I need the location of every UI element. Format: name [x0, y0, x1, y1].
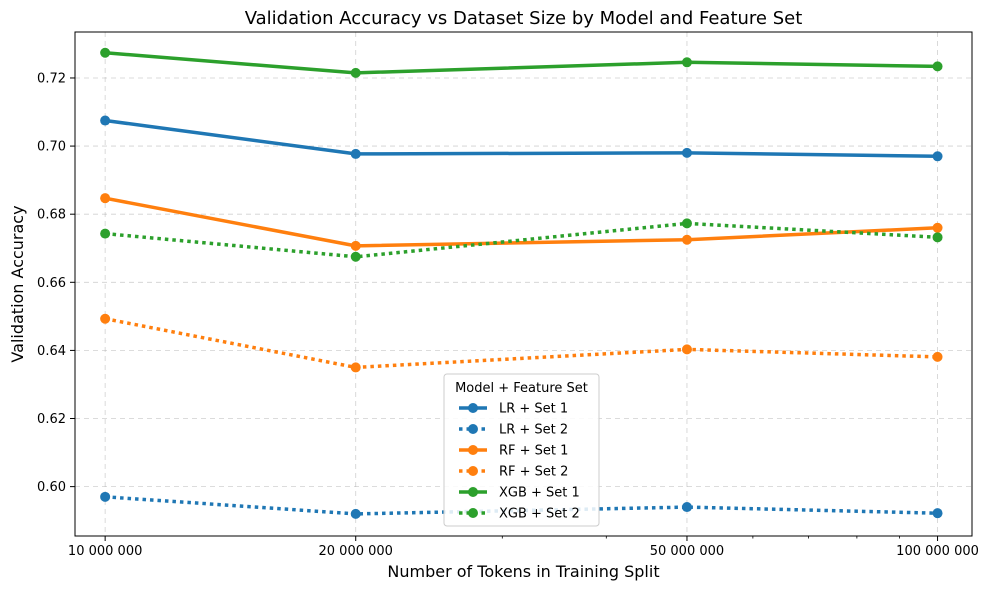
plot-frame — [74, 31, 973, 537]
data-point — [350, 67, 361, 78]
chart-title: Validation Accuracy vs Dataset Size by M… — [245, 8, 803, 29]
data-point — [932, 151, 943, 162]
legend-item: XGB + Set 1 — [459, 486, 580, 501]
y-tick-label: 0.70 — [37, 140, 66, 155]
legend-item: RF + Set 2 — [459, 465, 568, 480]
legend-marker — [468, 424, 478, 434]
legend-label: XGB + Set 1 — [499, 486, 580, 501]
x-tick-label: 10 000 000 — [68, 544, 142, 559]
ticks-layer: 0.60 0.62 0.64 0.66 0.68 0.70 0.72 10 000 000 20… — [37, 71, 979, 559]
legend-item: LR + Set 2 — [459, 423, 568, 438]
data-point — [350, 251, 361, 262]
series-line — [103, 196, 940, 248]
series-line — [104, 316, 938, 370]
legend-label: RF + Set 2 — [499, 465, 568, 480]
data-point — [681, 234, 692, 245]
y-tick-label: 0.72 — [37, 71, 66, 86]
legend-marker — [468, 487, 478, 497]
y-tick-label: 0.66 — [37, 276, 66, 291]
series-line — [104, 495, 938, 516]
data-point — [350, 362, 361, 373]
data-point — [932, 222, 943, 233]
legend-marker — [468, 445, 478, 455]
y-axis-title: Validation Accuracy — [8, 205, 27, 362]
y-tick-label: 0.60 — [37, 480, 66, 495]
series-4 — [100, 313, 943, 373]
legend-item: XGB + Set 2 — [459, 507, 580, 522]
data-point — [681, 218, 692, 229]
legend-box — [443, 373, 600, 527]
legend-title: Model + Feature Set — [455, 381, 588, 396]
x-tick-label: 100 000 000 — [896, 544, 979, 559]
series-6 — [100, 218, 943, 262]
data-point — [100, 491, 111, 502]
legend-items: LR + Set 1 LR + Set 2 RF + Set 1 RF + Set 2… — [459, 402, 580, 522]
data-point — [932, 351, 943, 362]
x-tick-label: 20 000 000 — [319, 544, 393, 559]
legend: Model + Feature Set LR + Set 1 LR + Set 2… — [443, 373, 600, 527]
data-point — [100, 313, 111, 324]
data-point — [100, 193, 111, 204]
data-point — [100, 115, 111, 126]
legend-marker — [468, 466, 478, 476]
series-1 — [100, 115, 943, 162]
series-3 — [100, 193, 943, 251]
data-point — [681, 147, 692, 158]
series-line — [103, 51, 940, 75]
legend-item: LR + Set 1 — [459, 402, 568, 417]
data-point — [681, 344, 692, 355]
series-2 — [100, 491, 943, 519]
data-point — [100, 228, 111, 239]
x-axis-title: Number of Tokens in Training Split — [387, 562, 659, 581]
legend-label: LR + Set 2 — [499, 423, 568, 438]
data-point — [350, 148, 361, 159]
legend-item: RF + Set 1 — [459, 444, 568, 459]
legend-label: LR + Set 1 — [499, 402, 568, 417]
data-point — [932, 61, 943, 72]
series-5 — [100, 47, 943, 78]
y-tick-label: 0.62 — [37, 412, 66, 427]
legend-label: XGB + Set 2 — [499, 507, 580, 522]
data-point — [932, 508, 943, 519]
series-layer — [100, 47, 943, 519]
x-tick-label: 50 000 000 — [650, 544, 724, 559]
data-point — [681, 502, 692, 513]
series-line — [103, 118, 940, 159]
data-point — [681, 57, 692, 68]
data-point — [350, 240, 361, 251]
data-point — [100, 47, 111, 58]
legend-label: RF + Set 1 — [499, 444, 568, 459]
legend-marker — [468, 403, 478, 413]
y-tick-label: 0.64 — [37, 344, 66, 359]
data-point — [932, 232, 943, 243]
data-point — [350, 508, 361, 519]
y-tick-label: 0.68 — [37, 208, 66, 223]
legend-marker — [468, 508, 478, 518]
